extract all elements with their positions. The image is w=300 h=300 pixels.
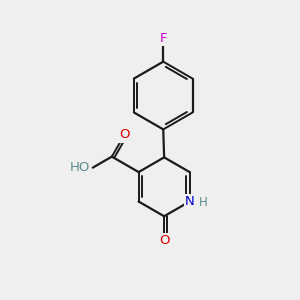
Text: O: O [119,128,130,142]
Text: F: F [160,32,167,45]
Text: O: O [159,234,169,247]
Text: HO: HO [69,161,90,174]
Text: N: N [185,195,194,208]
Text: H: H [199,196,207,209]
